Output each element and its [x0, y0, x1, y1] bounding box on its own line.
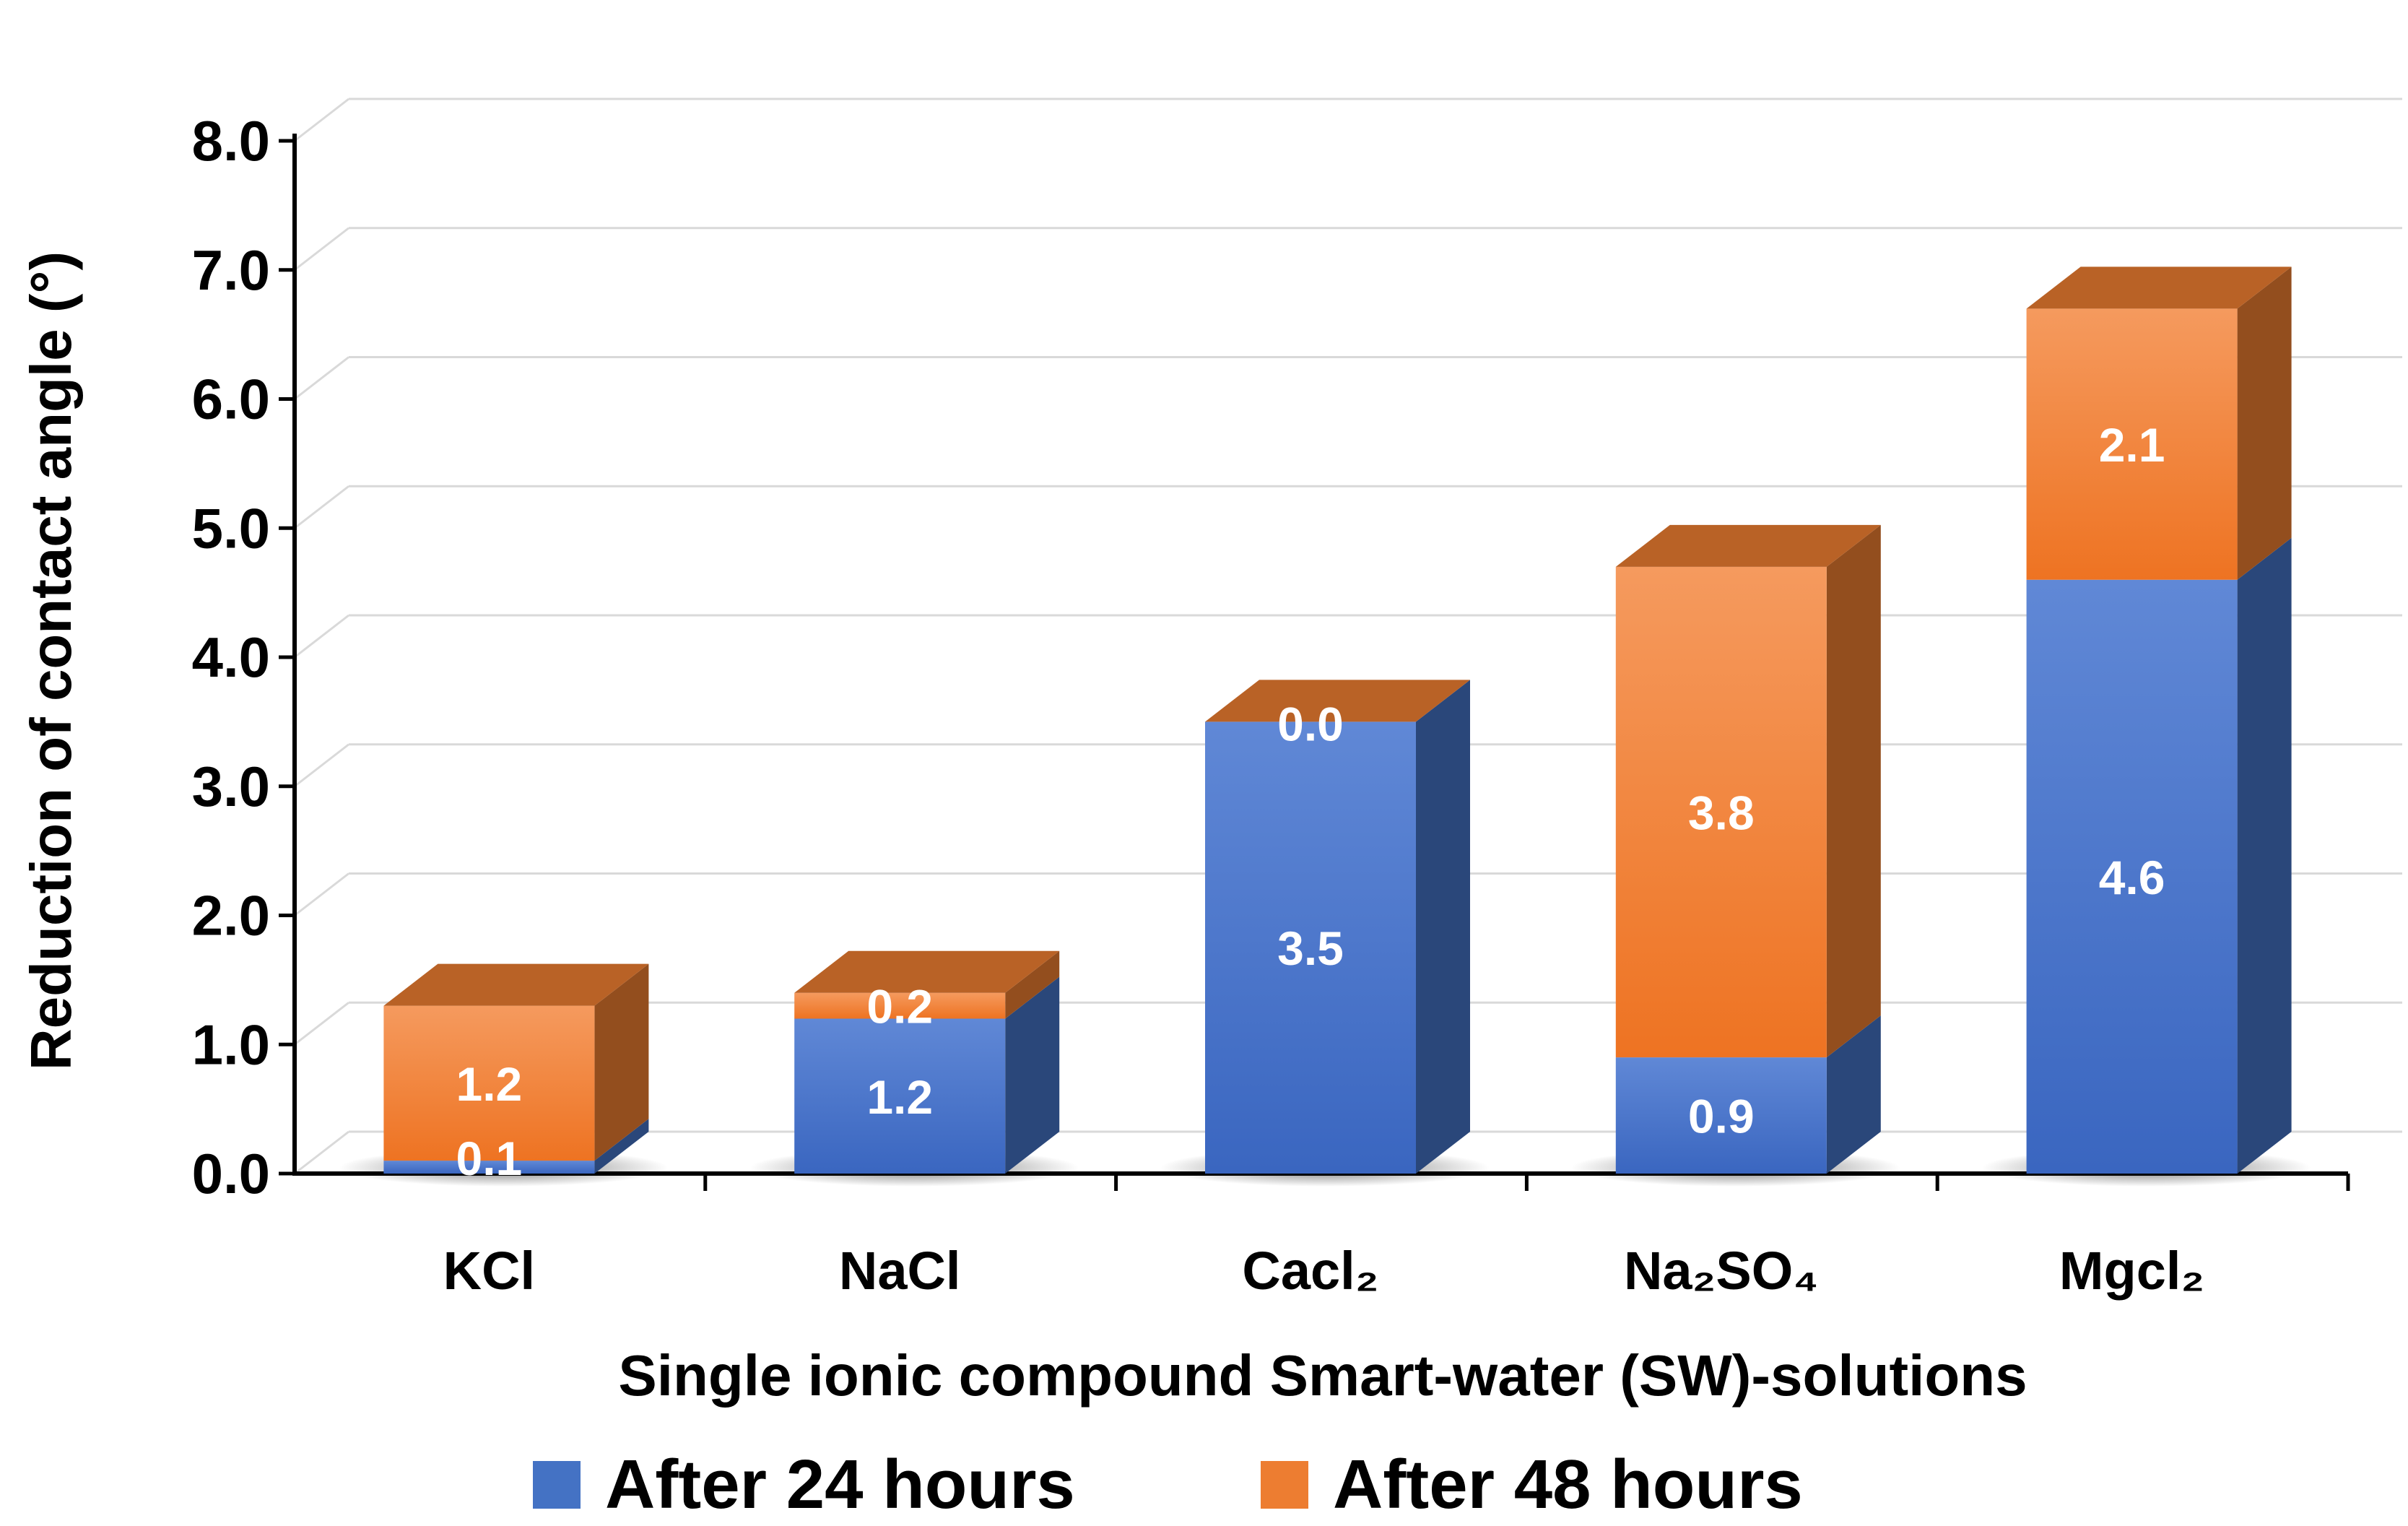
bar-side-after-48-hours-mgcl: [2237, 266, 2292, 580]
data-label-after-48-hours-na-so: 3.8: [1688, 786, 1755, 840]
gridline-depth-0: [294, 1130, 349, 1175]
gridline-depth-1: [294, 1002, 349, 1046]
x-tick-label-1: NaCl: [839, 1241, 961, 1301]
y-tick-label-6: 6.0: [192, 368, 270, 431]
bar-side-after-24-hours-mgcl: [2237, 537, 2292, 1174]
bar-after-48-hours-na-so: [1615, 566, 1827, 1058]
gridline-depth-4: [294, 614, 349, 659]
x-tick-label-0: KCl: [443, 1241, 535, 1301]
bar-side-after-24-hours-na-so: [1826, 1015, 1881, 1174]
x-tick-label-4: Mgcl₂: [2059, 1241, 2204, 1301]
gridline-depth-2: [294, 872, 349, 916]
bar-side-after-24-hours-cacl: [1416, 680, 1470, 1174]
bar-after-48-hours-kcl: [383, 1005, 595, 1161]
y-tick-label-2: 2.0: [192, 884, 270, 948]
bar-top-cacl: [1205, 680, 1470, 722]
gridline-depth-6: [294, 356, 349, 400]
data-label-after-48-hours-nacl: 0.2: [866, 980, 933, 1033]
bar-after-24-hours-cacl: [1205, 721, 1416, 1174]
y-tick-label-0: 0.0: [192, 1142, 270, 1205]
x-tick-label-3: Na₂SO₄: [1624, 1241, 1819, 1301]
bar-side-after-48-hours-kcl: [594, 963, 649, 1161]
bar-after-24-hours-nacl: [794, 1018, 1006, 1174]
y-tick-label-4: 4.0: [192, 625, 270, 689]
bar-side-after-24-hours-nacl: [1005, 976, 1060, 1174]
data-label-after-24-hours-kcl: 0.1: [456, 1132, 523, 1185]
bar-top-na-so: [1615, 524, 1881, 567]
data-label-after-48-hours-mgcl: 2.1: [2099, 418, 2165, 472]
data-label-after-24-hours-cacl: 3.5: [1277, 922, 1344, 975]
x-axis-title: Single ionic compound Smart-water (SW)-s…: [618, 1343, 2027, 1408]
y-tick-label-3: 3.0: [192, 755, 270, 818]
y-tick-label-1: 1.0: [192, 1013, 270, 1076]
legend-label-after-24-hours: After 24 hours: [605, 1446, 1075, 1523]
bar-after-24-hours-na-so: [1615, 1057, 1827, 1174]
bar-side-after-48-hours-nacl: [1005, 950, 1060, 1019]
data-label-after-24-hours-na-so: 0.9: [1688, 1090, 1755, 1143]
label-layer: 0.1 1.2 1.2 0.2 3.5 0.0 0.9 3.8 4.6 2.1: [456, 418, 2165, 1185]
y-tick-label-8: 8.0: [192, 109, 270, 173]
data-label-after-48-hours-cacl: 0.0: [1277, 697, 1344, 750]
bar-top-kcl: [383, 963, 649, 1006]
legend: After 24 hours After 48 hours: [533, 1446, 1803, 1523]
bar-side-after-24-hours-kcl: [594, 1119, 649, 1174]
legend-swatch-after-24-hours: [533, 1461, 581, 1509]
bar-after-24-hours-kcl: [383, 1161, 595, 1174]
legend-label-after-48-hours: After 48 hours: [1333, 1446, 1803, 1523]
data-label-after-24-hours-mgcl: 4.6: [2099, 851, 2165, 904]
y-tick-label-7: 7.0: [192, 238, 270, 302]
data-label-after-24-hours-nacl: 1.2: [866, 1070, 933, 1124]
bar-after-24-hours-mgcl: [2026, 579, 2238, 1174]
legend-swatch-after-48-hours: [1261, 1461, 1308, 1509]
x-tick-label-2: Cacl₂: [1242, 1241, 1378, 1301]
gridline-depth-3: [294, 743, 349, 787]
bar-after-48-hours-mgcl: [2026, 308, 2238, 580]
bar-side-after-48-hours-na-so: [1826, 524, 1881, 1058]
bar-top-nacl: [794, 950, 1060, 993]
y-axis-title: Reduction of contact angle (°): [19, 251, 83, 1070]
gridline-depth-8: [294, 97, 349, 142]
data-label-after-48-hours-kcl: 1.2: [456, 1057, 523, 1111]
bar-layer: [339, 266, 2311, 1187]
gridline-depth-7: [294, 227, 349, 271]
bar-top-mgcl: [2026, 266, 2292, 309]
gridline-depth-5: [294, 485, 349, 529]
y-tick-label-5: 5.0: [192, 496, 270, 560]
bar-after-48-hours-nacl: [794, 992, 1006, 1019]
